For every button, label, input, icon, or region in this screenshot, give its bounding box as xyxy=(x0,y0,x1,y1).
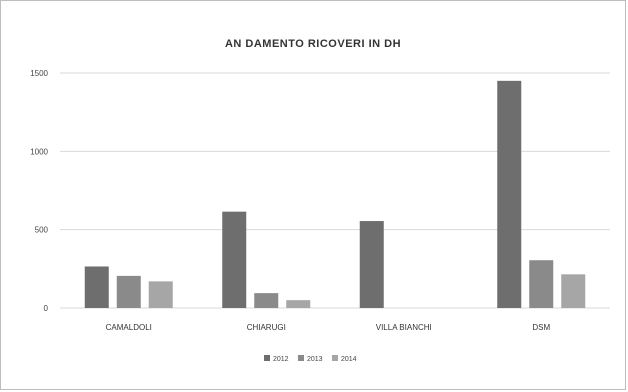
bar-chiarugi-2013 xyxy=(254,293,279,308)
legend-label: 2014 xyxy=(341,356,357,363)
legend-swatch-2012 xyxy=(264,355,270,361)
bar-villa-bianchi-2012 xyxy=(359,221,384,308)
y-axis-ticks: 0 500 1000 1500 xyxy=(30,69,48,313)
category-label: CAMALDOLI xyxy=(106,323,152,332)
bar-camaldoli-2013 xyxy=(116,275,141,308)
bar-chiarugi-2014 xyxy=(286,300,311,308)
category-label: VILLA BIANCHI xyxy=(376,323,432,332)
y-tick-label: 500 xyxy=(35,226,49,235)
gridlines xyxy=(60,72,610,309)
bar-dsm-2014 xyxy=(561,274,586,308)
legend-swatch-2014 xyxy=(332,355,338,361)
legend: 2012 2013 2014 xyxy=(264,355,357,363)
legend-label: 2013 xyxy=(307,356,323,363)
bar-camaldoli-2014 xyxy=(148,281,173,308)
legend-label: 2012 xyxy=(273,356,289,363)
y-tick-label: 1500 xyxy=(30,69,48,78)
bar-camaldoli-2012 xyxy=(84,266,109,308)
category-labels: CAMALDOLI CHIARUGI VILLA BIANCHI DSM xyxy=(106,323,551,332)
bars xyxy=(84,80,586,308)
y-tick-label: 0 xyxy=(44,304,49,313)
y-tick-label: 1000 xyxy=(30,147,48,156)
bar-chiarugi-2012 xyxy=(222,211,247,308)
bar-dsm-2012 xyxy=(497,80,522,308)
bar-dsm-2013 xyxy=(529,260,554,308)
category-label: DSM xyxy=(532,323,550,332)
category-label: CHIARUGI xyxy=(247,323,286,332)
chart-title: AN DAMENTO RICOVERI IN DH xyxy=(225,38,401,50)
legend-swatch-2013 xyxy=(298,355,304,361)
